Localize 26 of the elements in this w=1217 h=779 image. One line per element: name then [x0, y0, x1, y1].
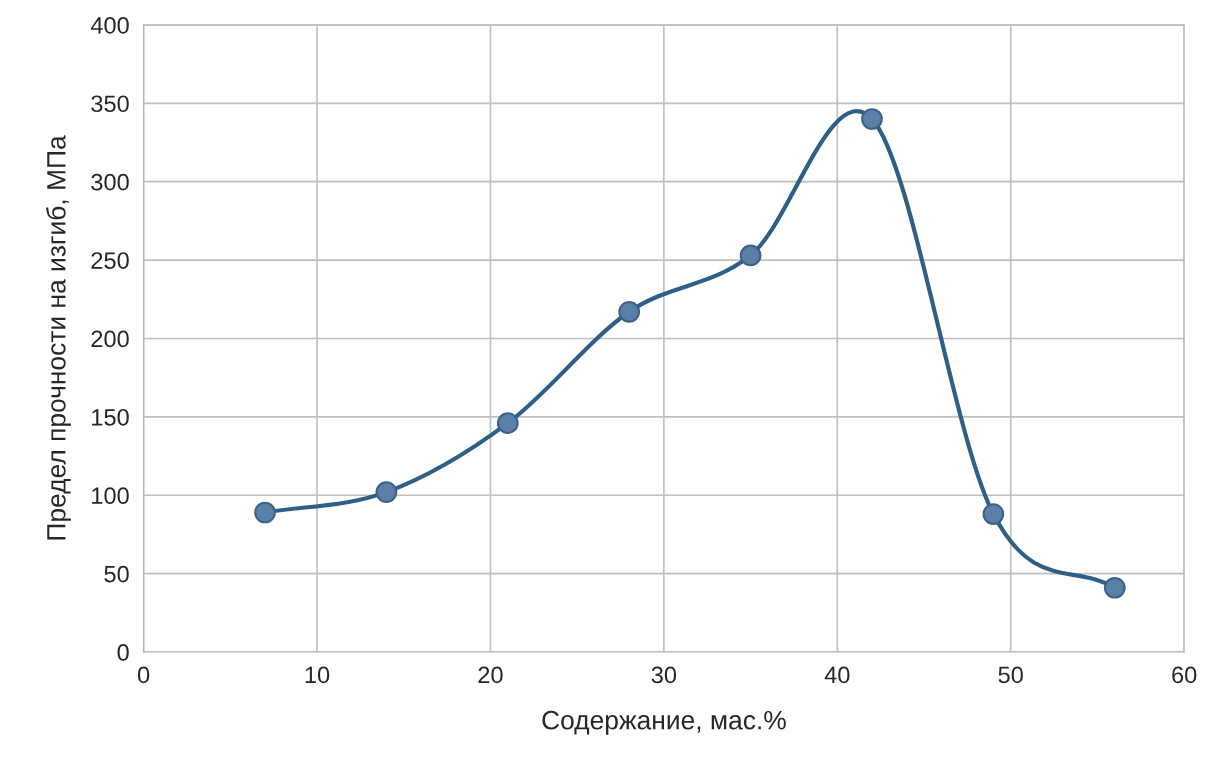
x-tick-label: 50 [998, 666, 1023, 684]
point [496, 412, 519, 434]
y-tick-label: 100 [92, 487, 129, 505]
y-tick-label: 250 [91, 252, 129, 269]
point [254, 501, 276, 524]
point [739, 244, 762, 267]
point [982, 503, 1005, 525]
x-tick-label: 60 [1172, 666, 1197, 684]
x-axis-title: Содержание, мас.% [542, 710, 786, 735]
y-tick-label: 300 [91, 173, 129, 191]
point [618, 300, 641, 323]
y-tick-label: 0 [117, 644, 129, 661]
y-tick-label: 150 [92, 408, 129, 426]
x-tick-label: 40 [824, 666, 850, 684]
x-tick-label: 10 [305, 666, 330, 684]
x-tick-label: 20 [478, 666, 503, 684]
y-tick-label: 50 [104, 565, 129, 583]
y-tick-label: 200 [91, 330, 129, 348]
y-tick-label: 350 [91, 95, 129, 113]
point [1103, 576, 1126, 599]
x-tick-label: 0 [137, 666, 150, 684]
x-tick-label: 30 [651, 666, 677, 684]
y-tick-label: 400 [90, 17, 129, 34]
point [375, 481, 398, 503]
y-axis-title: Предел прочности на изгиб, МПа [46, 135, 71, 540]
point [861, 108, 883, 130]
